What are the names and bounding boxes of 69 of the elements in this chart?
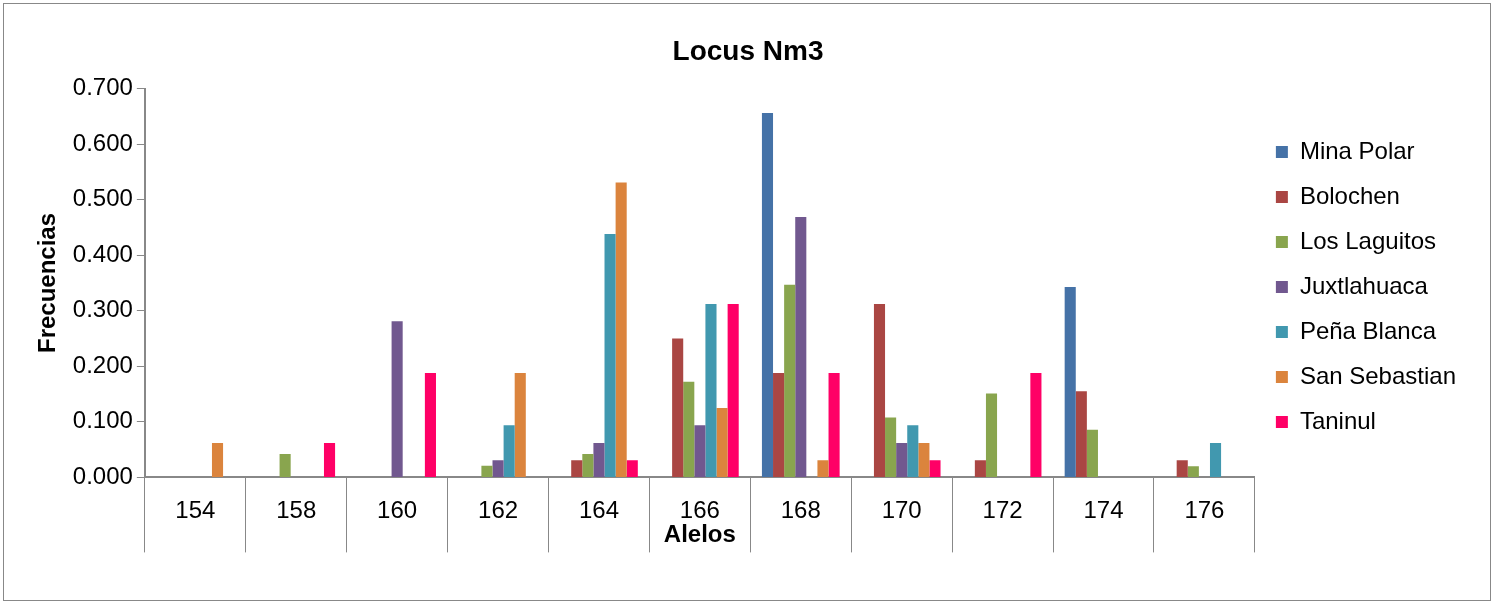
y-tick-label: 0.400	[72, 239, 133, 267]
y-tick-label: 0.100	[72, 406, 133, 434]
x-tick-label: 170	[881, 496, 922, 524]
bar	[784, 284, 796, 477]
bar	[1176, 460, 1188, 477]
bar	[705, 304, 717, 477]
y-tick-label: 0.700	[72, 73, 133, 101]
bar	[873, 304, 886, 477]
bar	[727, 304, 739, 477]
x-tick-label: 176	[1184, 496, 1225, 524]
x-tick-label: 164	[578, 496, 619, 524]
y-tick-label: 0.600	[72, 128, 133, 156]
bar	[211, 442, 224, 477]
bar	[694, 425, 706, 477]
bar	[279, 454, 291, 477]
bar	[492, 460, 504, 477]
bar	[503, 425, 515, 477]
legend-label: Bolochen	[1299, 181, 1400, 209]
bar	[773, 372, 785, 477]
x-tick-label: 162	[478, 496, 519, 524]
bar	[974, 460, 986, 477]
bar	[683, 381, 695, 477]
legend-label: Juxtlahuaca	[1299, 271, 1429, 299]
bar	[828, 372, 840, 477]
y-tick-label: 0.000	[72, 462, 133, 490]
bar	[896, 442, 908, 477]
x-tick-label: 174	[1083, 496, 1124, 524]
bar	[761, 113, 774, 477]
legend-label: Mina Polar	[1299, 136, 1415, 164]
bar	[1086, 429, 1098, 477]
bar	[323, 442, 336, 477]
bar	[391, 321, 403, 477]
y-axis-title: Frecuencias	[33, 212, 61, 354]
x-tick-label: 160	[377, 496, 418, 524]
y-tick-label: 0.500	[72, 184, 133, 212]
bar	[1075, 391, 1087, 477]
bar	[1187, 466, 1199, 477]
bar	[716, 407, 728, 477]
bar	[929, 460, 941, 477]
bar	[626, 460, 638, 477]
x-tick-label: 168	[780, 496, 821, 524]
legend-label: Los Laguitos	[1299, 226, 1436, 254]
x-tick-label: 172	[982, 496, 1023, 524]
bar	[514, 372, 526, 477]
bar	[985, 393, 998, 477]
y-tick-label: 0.200	[72, 350, 133, 378]
bar	[817, 460, 829, 477]
bar	[1209, 442, 1222, 477]
legend-label: Taninul	[1299, 406, 1376, 434]
chart-title: Locus Nm3	[672, 34, 824, 66]
bar	[615, 182, 627, 477]
bar	[1030, 372, 1042, 477]
bar	[918, 442, 930, 477]
bar	[885, 417, 897, 477]
bar	[672, 338, 684, 477]
x-tick-label: 154	[175, 496, 216, 524]
bar	[1064, 286, 1076, 477]
bar	[571, 460, 583, 477]
legend-label: Peña Blanca	[1299, 316, 1437, 344]
y-tick-label: 0.300	[72, 295, 133, 323]
bar	[907, 425, 919, 477]
x-tick-label: 158	[276, 496, 317, 524]
bar	[593, 442, 605, 477]
bar	[604, 234, 616, 477]
legend-label: San Sebastian	[1299, 361, 1457, 389]
bar	[481, 465, 493, 477]
bar	[424, 372, 436, 477]
bar	[582, 454, 594, 477]
bar	[795, 216, 807, 477]
